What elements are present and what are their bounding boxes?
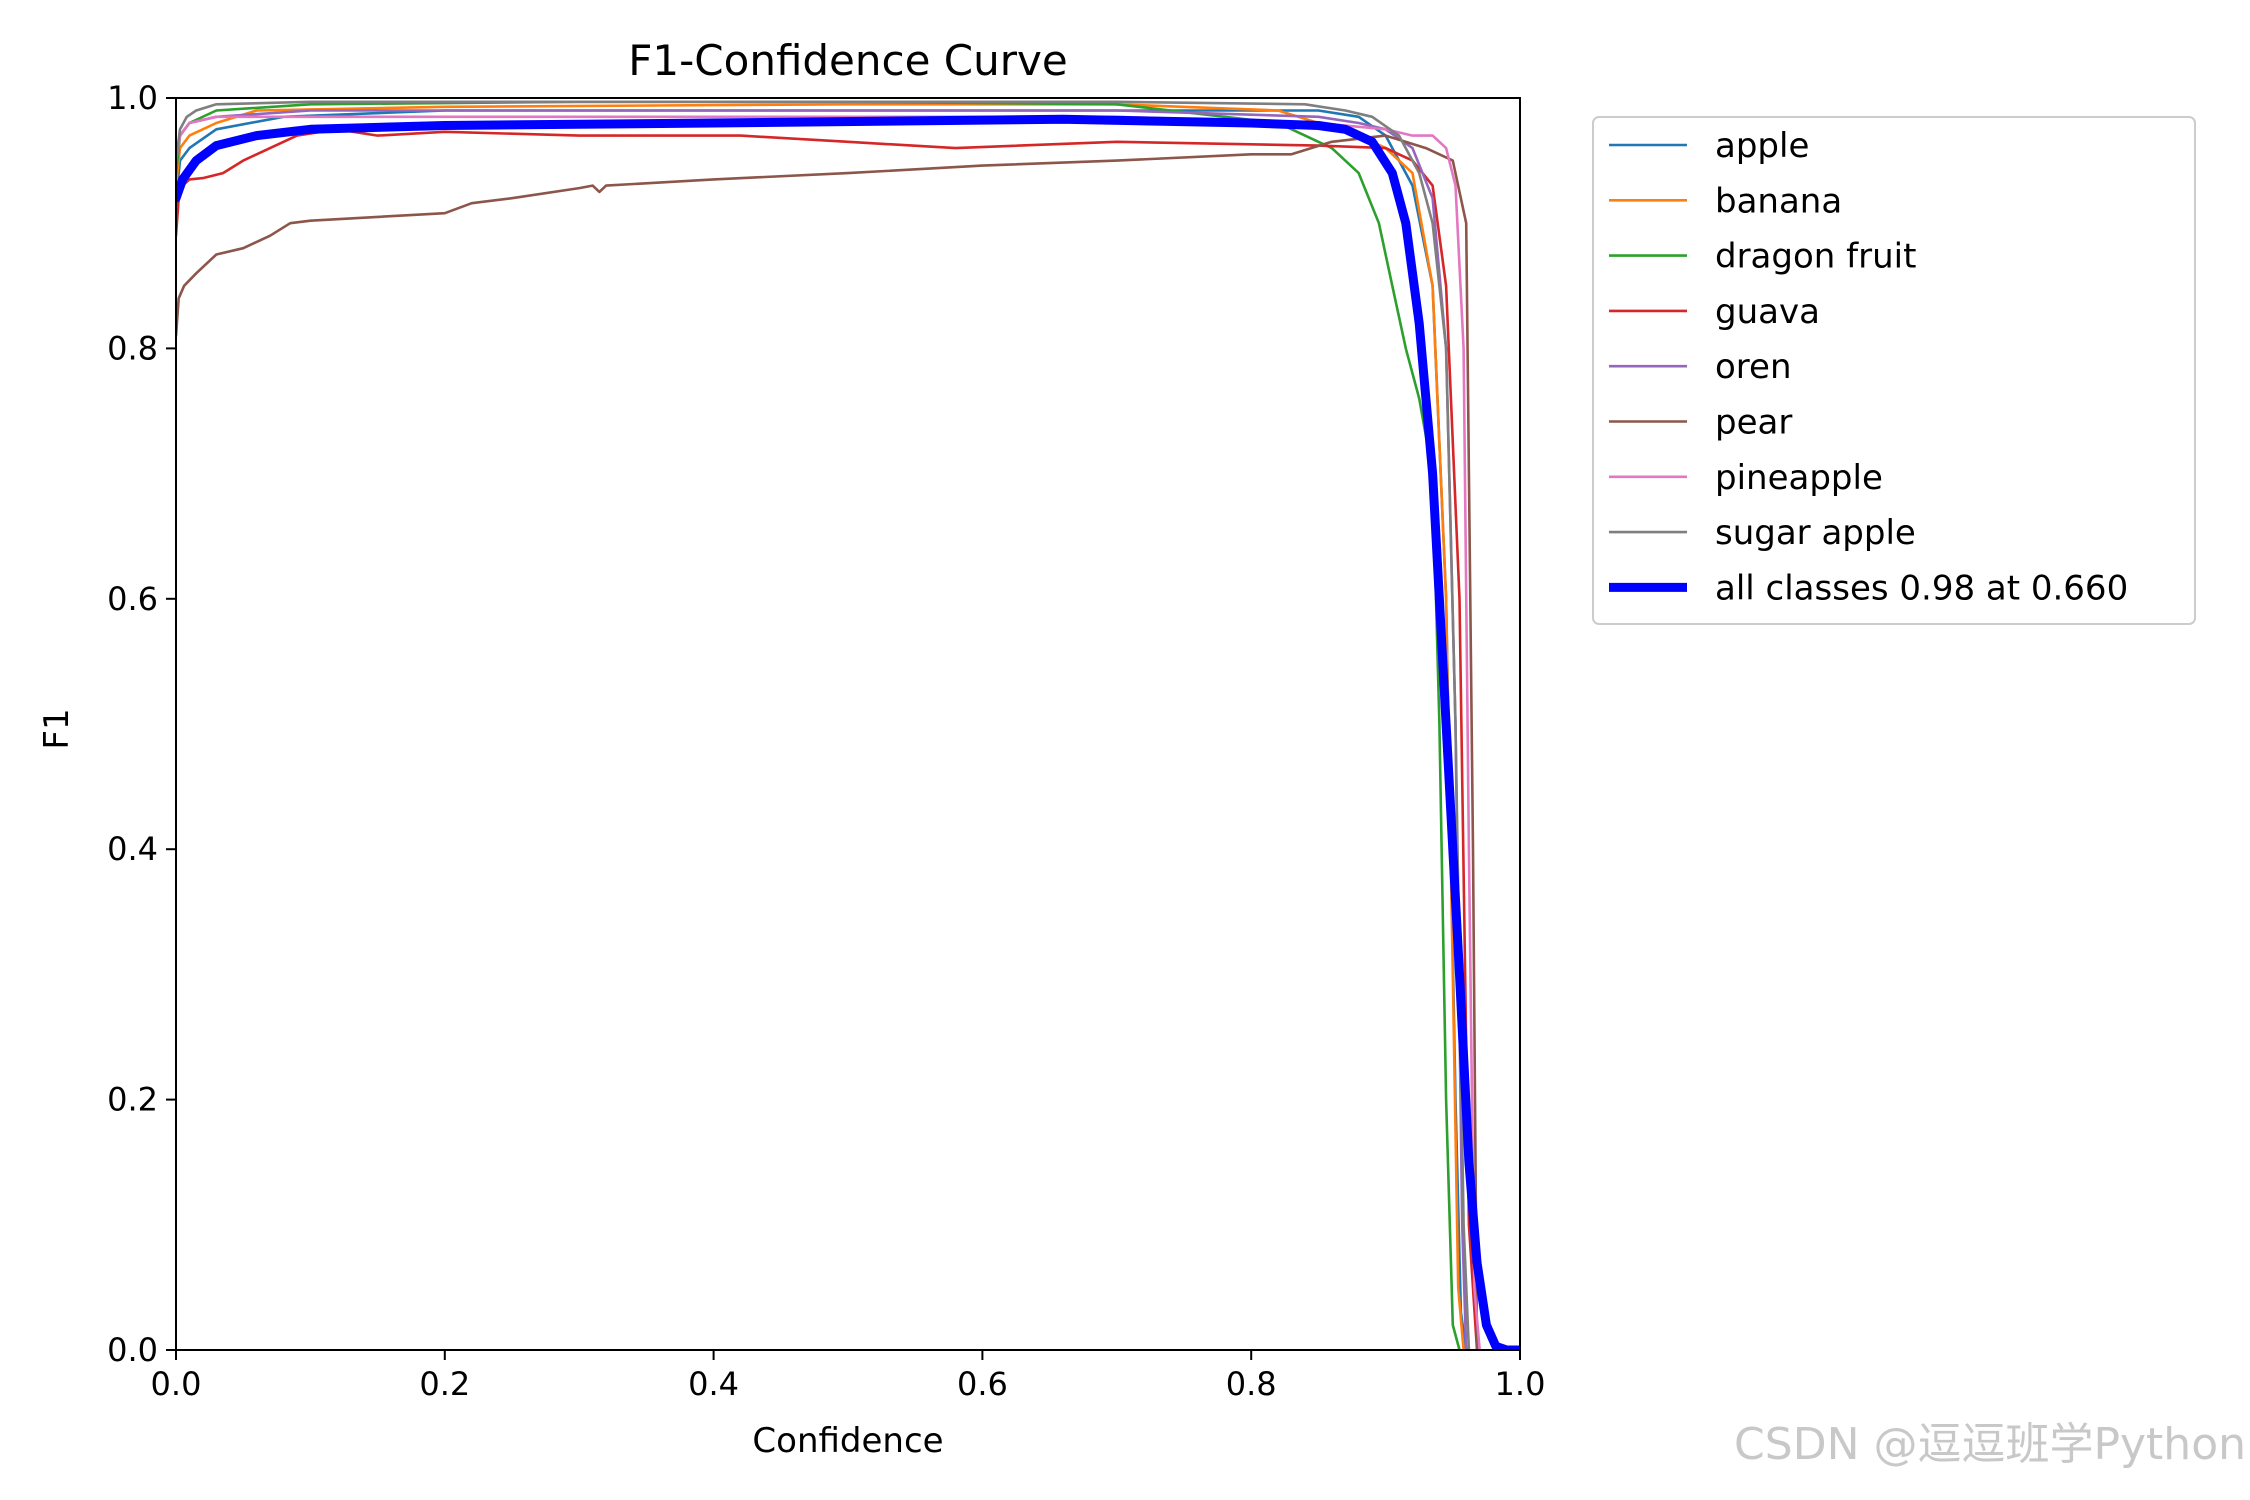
legend-label-dragon-fruit: dragon fruit — [1715, 237, 1916, 277]
legend-box — [1592, 116, 2196, 625]
x-tick-label: 0.0 — [151, 1365, 202, 1403]
y-tick-label: 0.4 — [107, 830, 158, 868]
legend-label-apple: apple — [1715, 126, 1809, 166]
series-line-oren — [176, 109, 1468, 1350]
series-line-pineapple — [176, 115, 1481, 1350]
series-line-apple — [176, 109, 1468, 1350]
x-axis-label: Confidence — [752, 1421, 943, 1461]
watermark: CSDN @逗逗班学Python — [1734, 1419, 2246, 1470]
legend-label-guava: guava — [1715, 292, 1820, 332]
y-tick-label: 0.2 — [107, 1081, 158, 1119]
series-line-sugar-apple — [176, 100, 1471, 1350]
series-line-banana — [176, 103, 1465, 1350]
legend-label-pear: pear — [1715, 403, 1792, 443]
x-tick-label: 0.6 — [957, 1365, 1008, 1403]
series-line-pear — [176, 134, 1479, 1350]
series-line-all-classes-0-98-at-0-660 — [176, 114, 1520, 1350]
axes: 0.0 0.2 0.4 0.6 0.8 1.0 0.0 0.2 0.4 0.6 0.8 1.0 — [107, 79, 1545, 1403]
x-tick-label: 0.4 — [688, 1365, 739, 1403]
legend: apple banana dragon fruit guava oren pear pine… — [1592, 116, 2196, 625]
y-tick-label: 0.8 — [107, 329, 158, 367]
y-tick-label: 0.6 — [107, 580, 158, 618]
series-line-guava — [176, 128, 1479, 1350]
legend-label-pineapple: pineapple — [1715, 458, 1883, 498]
plot-area — [176, 100, 1520, 1350]
chart-title: F1-Confidence Curve — [628, 36, 1067, 85]
legend-label-banana: banana — [1715, 181, 1842, 221]
series-line-dragon-fruit — [176, 100, 1461, 1350]
x-tick-label: 0.2 — [419, 1365, 470, 1403]
x-tick-label: 0.8 — [1226, 1365, 1277, 1403]
legend-label-oren: oren — [1715, 347, 1792, 387]
x-tick-label: 1.0 — [1495, 1365, 1546, 1403]
y-tick-label: 1.0 — [107, 79, 158, 117]
y-axis-label: F1 — [37, 708, 77, 749]
y-tick-label: 0.0 — [107, 1331, 158, 1369]
legend-label-sugar-apple: sugar apple — [1715, 513, 1916, 553]
legend-label-all-classes-0-98-at-0-660: all classes 0.98 at 0.660 — [1715, 568, 2128, 608]
plot-frame — [175, 97, 1521, 1351]
